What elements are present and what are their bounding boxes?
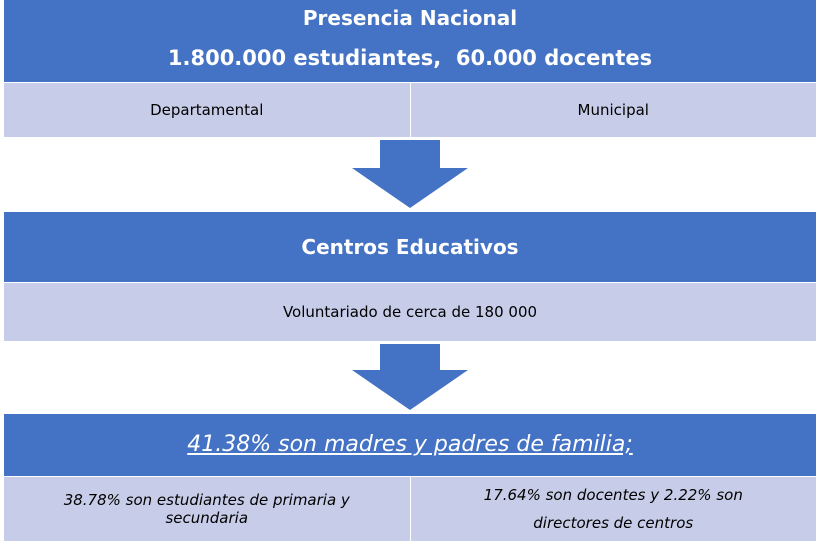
cell-row: Departamental Municipal xyxy=(4,82,816,137)
cell: Departamental xyxy=(150,101,264,119)
subtitle: 1.800.000 estudiantes, 60.000 docentes xyxy=(167,46,653,70)
cell-row: 38.78% son estudiantes de primaria y sec… xyxy=(4,476,816,541)
header-block: Centros Educativos xyxy=(4,212,816,282)
cell: 17.64% son docentes y 2.22% son director… xyxy=(409,477,817,541)
arrow xyxy=(352,140,468,208)
cell: Municipal xyxy=(409,83,817,137)
header-block: Presencia Nacional 1.800.000 estudiantes… xyxy=(4,0,816,82)
header-block: 41.38% son madres y padres de familia; xyxy=(4,414,816,476)
cell-row: Voluntariado de cerca de 180 000 xyxy=(4,282,816,341)
cell: Voluntariado de cerca de 180 000 xyxy=(282,303,538,321)
cell: 38.78% son estudiantes de primaria y sec… xyxy=(63,491,350,527)
title: Presencia Nacional xyxy=(302,6,518,30)
arrow xyxy=(352,344,468,410)
